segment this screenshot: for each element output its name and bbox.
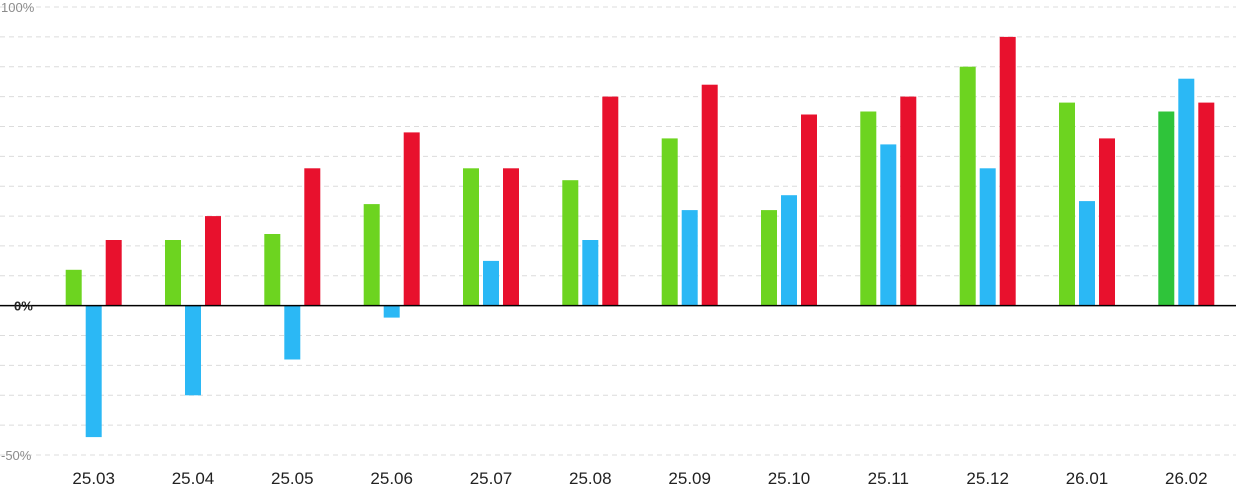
bar-series-2-25.12 [979,168,996,306]
x-tick-label: 25.09 [668,469,711,488]
x-tick-label: 25.11 [868,469,909,488]
bar-series-1-25.08 [562,180,579,306]
x-tick-label: 25.10 [768,469,811,488]
bar-series-2-25.10 [781,195,797,306]
y-tick-label: -50% [1,448,32,463]
y-tick-label: 0% [14,299,33,314]
bar-series-2-25.05 [284,305,301,360]
bars [65,36,1215,438]
bar-series-1-25.03 [65,269,82,306]
bar-series-3-25.12 [999,36,1016,306]
bar-series-2-25.06 [383,305,400,318]
bar-series-2-25.07 [483,260,499,306]
bar-series-1-25.05 [264,234,281,306]
x-tick-label: 25.08 [569,469,612,488]
x-tick-label: 25.12 [966,469,1009,488]
x-tick-label: 26.02 [1165,469,1208,488]
bar-series-3-25.05 [304,168,321,306]
bar-series-2-25.04 [185,305,201,396]
x-tick-label: 25.03 [72,469,115,488]
bar-series-3-25.04 [205,216,221,306]
bar-series-2-26.02 [1178,78,1195,306]
bar-series-3-25.07 [503,168,519,306]
x-tick-label: 26.01 [1066,469,1109,488]
bar-series-2-26.01 [1079,201,1095,306]
bar-series-2-25.08 [582,240,599,306]
bar-series-1-26.01 [1059,102,1075,306]
x-tick-label: 25.06 [370,469,413,488]
bar-series-1-26.02 [1158,111,1175,306]
gridlines [0,6,1236,456]
bar-series-1-25.11 [860,111,877,306]
bar-series-2-25.03 [85,305,102,438]
bar-series-1-25.10 [761,210,777,306]
bar-series-3-25.03 [105,240,122,306]
bar-series-1-25.04 [165,240,181,306]
bar-series-3-26.01 [1099,138,1115,306]
bar-series-3-25.11 [900,96,917,306]
bar-series-1-25.06 [363,204,380,306]
y-tick-label: 100% [1,0,35,15]
bar-series-1-25.07 [463,168,479,306]
x-tick-label: 25.04 [172,469,215,488]
bar-series-3-25.10 [801,114,817,306]
bar-series-3-25.09 [701,84,718,306]
bar-series-1-25.09 [661,138,678,306]
bar-series-2-25.09 [681,210,698,306]
bar-series-1-25.12 [959,66,976,306]
x-tick-label: 25.05 [271,469,314,488]
labels: 25.03 25.04 25.05 25.06 25.07 25.08 25.09 25.10… [1,0,1208,488]
bar-series-3-25.06 [403,132,420,306]
bar-series-3-25.08 [602,96,619,306]
bar-series-3-26.02 [1198,102,1215,306]
x-tick-label: 25.07 [470,469,513,488]
bar-series-2-25.11 [880,144,897,306]
